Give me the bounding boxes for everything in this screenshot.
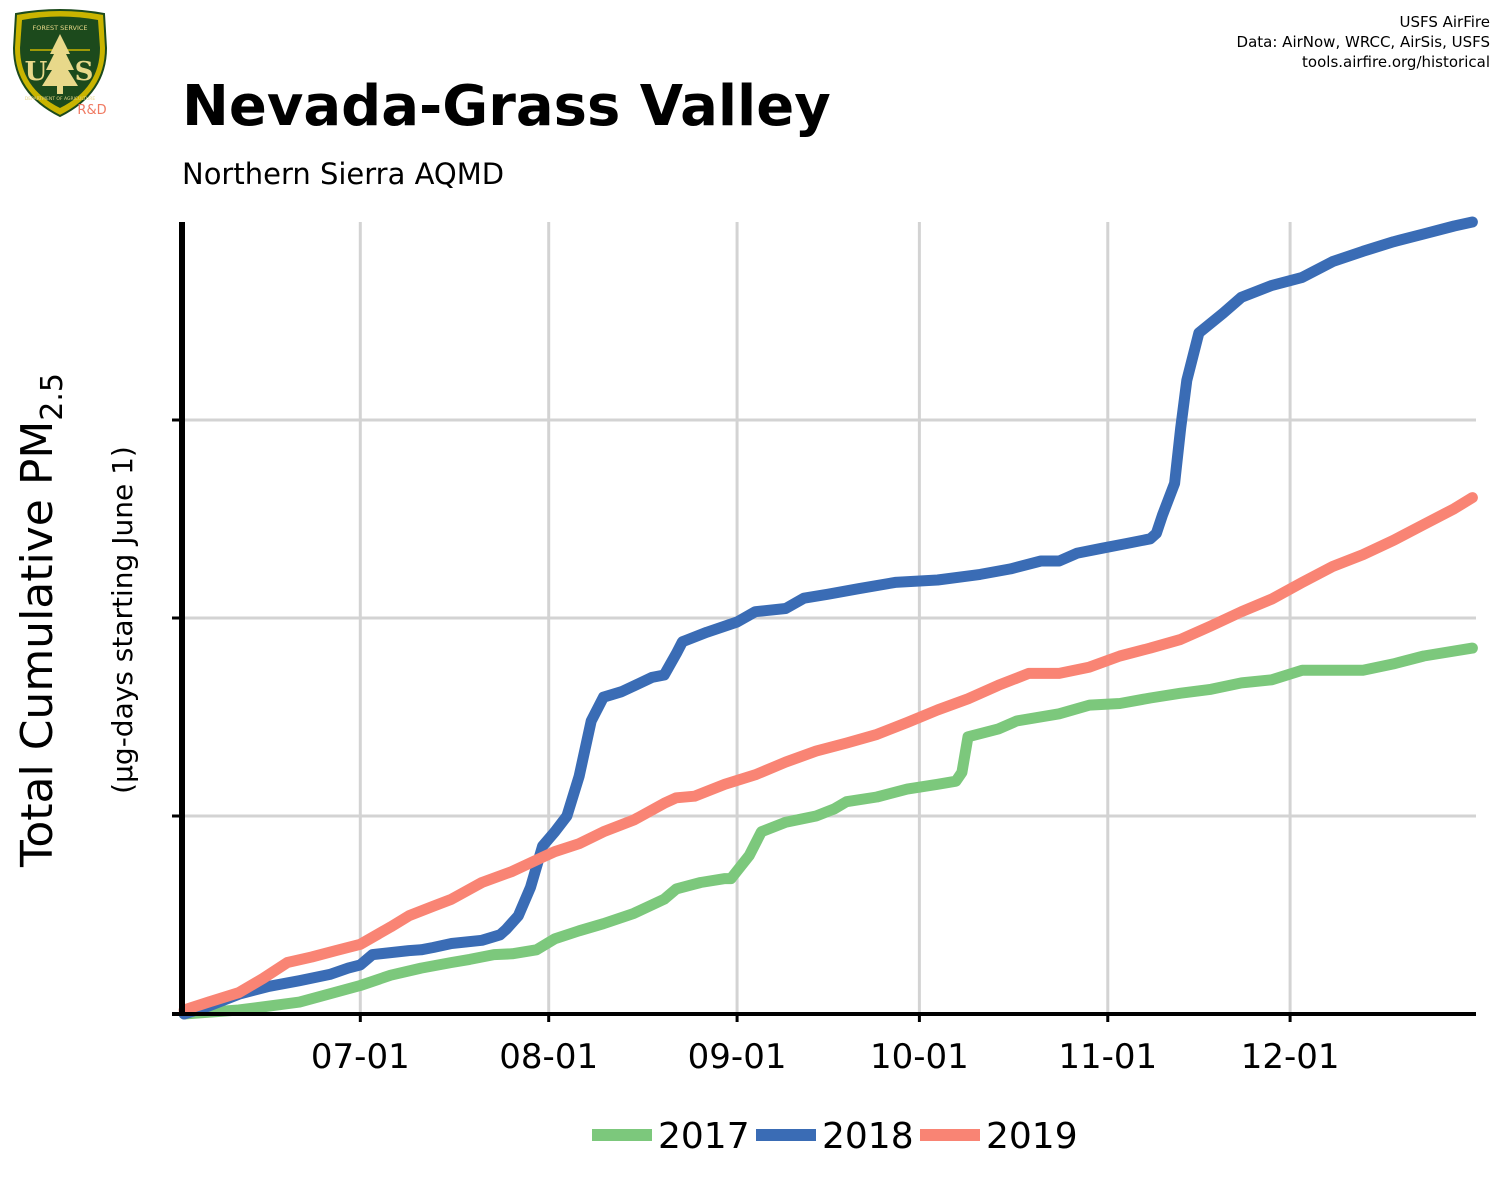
x-tick-label-12-01: 12-01 <box>1241 1037 1340 1077</box>
x-tick-label-08-01: 08-01 <box>499 1037 598 1077</box>
legend-label-2017: 2017 <box>658 1116 750 1157</box>
series-line-2018 <box>178 216 1478 1020</box>
x-tick-label-09-01: 09-01 <box>688 1037 787 1077</box>
usfs-shield-logo: U S FOREST SERVICE DEPARTMENT OF AGRICUL… <box>12 9 108 118</box>
credit-line-1: USFS AirFire <box>1399 13 1490 31</box>
axes <box>172 222 1476 1022</box>
x-tick-label-07-01: 07-01 <box>311 1037 410 1077</box>
x-tick-label-11-01: 11-01 <box>1058 1037 1157 1077</box>
chart-title: Nevada-Grass Valley <box>182 74 831 139</box>
y-axis-label: Total Cumulative PM2.5 <box>12 373 70 868</box>
logo-top-text: FOREST SERVICE <box>32 24 87 32</box>
logo-bottom-text: DEPARTMENT OF AGRICULTURE <box>25 96 96 102</box>
logo-letter-left: U <box>25 57 48 87</box>
legend-label-2018: 2018 <box>822 1116 914 1157</box>
x-tick-labels: 07-01 08-01 09-01 10-01 11-01 12-01 <box>311 1037 1340 1077</box>
y-axis-units-label: (µg-days starting June 1) <box>106 446 139 794</box>
chart-subtitle: Northern Sierra AQMD <box>182 157 505 191</box>
series-line-2017 <box>178 642 1478 1020</box>
credit-line-3: tools.airfire.org/historical <box>1302 53 1490 71</box>
y-axis-label-main: Total Cumulative PM <box>12 421 63 868</box>
legend: 2017 2018 2019 <box>592 1116 1078 1157</box>
credit-line-2: Data: AirNow, WRCC, AirSis, USFS <box>1236 33 1490 51</box>
logo-letter-right: S <box>75 57 94 87</box>
x-tick-label-10-01: 10-01 <box>870 1037 969 1077</box>
gridlines <box>182 222 1476 1014</box>
legend-label-2019: 2019 <box>986 1116 1078 1157</box>
series-lines <box>178 216 1478 1020</box>
logo-rd-text: R&D <box>77 103 106 118</box>
y-axis-label-sub: 2.5 <box>35 373 70 421</box>
credits: USFS AirFire Data: AirNow, WRCC, AirSis,… <box>1237 12 1490 72</box>
series-line-2019 <box>178 492 1478 1016</box>
